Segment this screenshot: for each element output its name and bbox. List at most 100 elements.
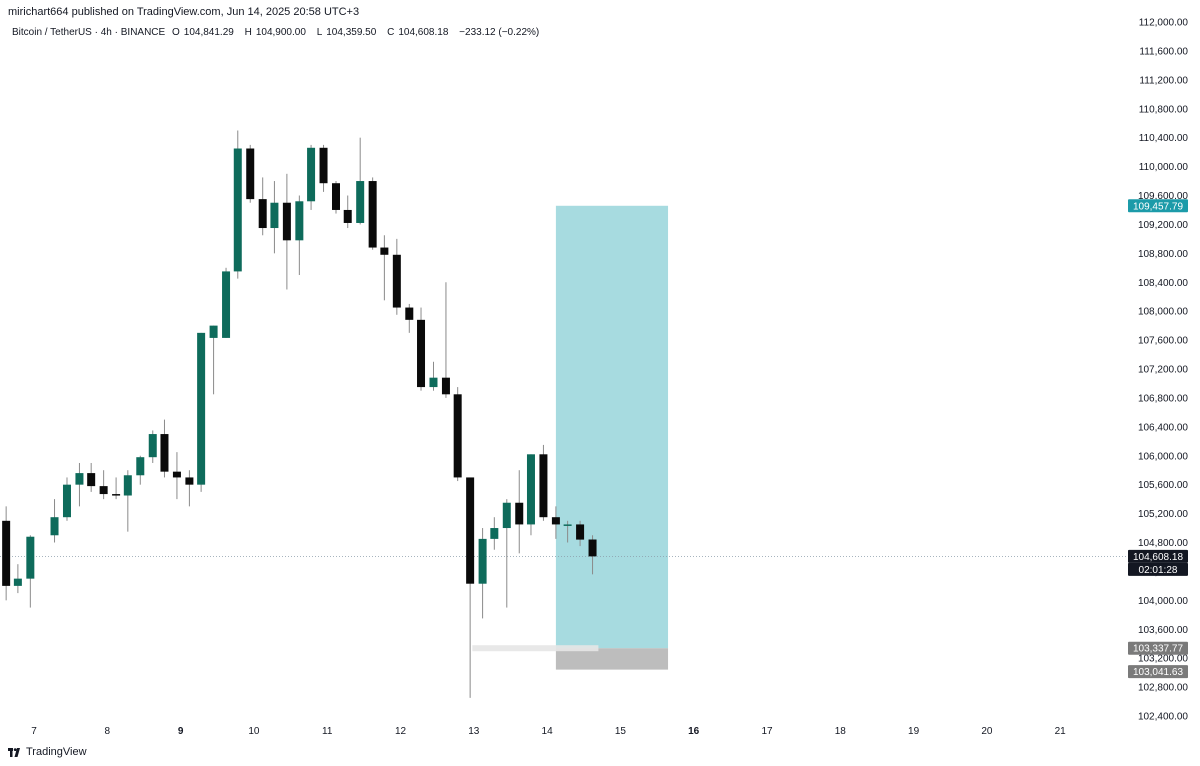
tradingview-brand[interactable]: TradingView [8, 746, 87, 758]
y-tick-label: 103,600.00 [1138, 625, 1188, 636]
candle-down[interactable] [515, 502, 524, 525]
x-tick-label: 20 [981, 726, 993, 737]
candle-down[interactable] [258, 199, 267, 229]
last-price-label-bg [1128, 549, 1188, 563]
target-price-label-bg [1128, 199, 1188, 213]
x-tick-label: 14 [542, 726, 554, 737]
candle-down[interactable] [246, 148, 255, 200]
x-tick-label: 13 [468, 726, 480, 737]
y-tick-label: 108,800.00 [1138, 249, 1188, 260]
candle-down[interactable] [282, 202, 291, 241]
candle-down[interactable] [2, 520, 11, 586]
y-tick-label: 110,800.00 [1139, 104, 1189, 115]
y-tick-label: 108,400.00 [1138, 278, 1188, 289]
y-tick-label: 102,400.00 [1138, 712, 1188, 723]
low-value: L 104,359.50 [316, 27, 377, 38]
countdown-label: 02:01:28 [1139, 565, 1178, 576]
entry-price-label: 103,337.77 [1133, 644, 1183, 655]
candle-down[interactable] [343, 209, 352, 223]
candle-up[interactable] [62, 484, 71, 518]
candle-down[interactable] [588, 539, 597, 557]
candle-up[interactable] [75, 473, 84, 485]
candle-up[interactable] [50, 517, 59, 536]
candle-down[interactable] [380, 247, 389, 255]
candle-up[interactable] [429, 377, 438, 388]
candle-up[interactable] [148, 434, 157, 458]
candle-down[interactable] [331, 183, 340, 210]
candle-down[interactable] [99, 486, 108, 495]
x-tick-label: 16 [688, 726, 700, 737]
candle-up[interactable] [197, 332, 206, 485]
candle-down[interactable] [112, 494, 121, 496]
open-value: O 104,841.29 [171, 27, 234, 38]
stop-price-label: 103,041.63 [1133, 667, 1183, 678]
x-tick-label: 21 [1055, 726, 1067, 737]
y-tick-label: 109,600.00 [1138, 191, 1188, 202]
close-value: C 104,608.18 [387, 27, 449, 38]
candle-up[interactable] [136, 457, 145, 476]
x-tick-label: 7 [31, 726, 37, 737]
high-value: H 104,900.00 [244, 27, 306, 38]
candle-up[interactable] [307, 147, 316, 202]
candle-down[interactable] [319, 147, 328, 184]
candle-up[interactable] [526, 454, 535, 525]
candle-up[interactable] [26, 536, 35, 579]
y-tick-label: 103,200.00 [1138, 654, 1188, 665]
entry-price-label-bg [1128, 641, 1188, 655]
x-tick-label: 8 [105, 726, 111, 737]
entry-range-bar [472, 645, 599, 652]
candle-up[interactable] [295, 201, 304, 241]
x-tick-label: 17 [761, 726, 773, 737]
y-tick-label: 107,200.00 [1138, 365, 1188, 376]
candle-down[interactable] [87, 473, 96, 487]
y-tick-label: 107,600.00 [1138, 336, 1188, 347]
candle-up[interactable] [222, 271, 231, 338]
change-value: −233.12 (−0.22%) [459, 27, 540, 38]
candle-up[interactable] [490, 528, 499, 539]
candle-down[interactable] [576, 524, 585, 540]
symbol-name[interactable]: Bitcoin / TetherUS · 4h · BINANCE [12, 27, 166, 38]
y-tick-label: 104,800.00 [1138, 538, 1188, 549]
y-tick-label: 111,200.00 [1139, 75, 1188, 86]
candle-down[interactable] [417, 319, 426, 388]
candle-up[interactable] [233, 148, 242, 272]
candle-down[interactable] [453, 394, 462, 478]
candle-up[interactable] [270, 202, 279, 229]
candle-down[interactable] [539, 454, 548, 518]
candle-down[interactable] [368, 181, 377, 248]
tradingview-logo-icon [8, 747, 20, 757]
candle-up[interactable] [209, 325, 218, 338]
y-tick-label: 105,200.00 [1138, 509, 1188, 520]
candle-down[interactable] [185, 477, 194, 485]
candle-down[interactable] [466, 477, 475, 584]
candle-down[interactable] [441, 377, 450, 395]
candle-up[interactable] [502, 502, 511, 529]
y-tick-label: 104,000.00 [1138, 596, 1188, 607]
candle-up[interactable] [123, 475, 132, 496]
y-tick-label: 112,000.00 [1139, 18, 1189, 29]
candle-up[interactable] [13, 578, 22, 586]
y-tick-label: 105,600.00 [1138, 480, 1188, 491]
symbol-legend: Bitcoin / TetherUS · 4h · BINANCE O 104,8… [12, 27, 543, 38]
candle-down[interactable] [405, 307, 414, 320]
candle-down[interactable] [160, 434, 169, 472]
candle-up[interactable] [356, 181, 365, 223]
candle-up[interactable] [478, 538, 487, 584]
projection-stop-zone[interactable] [555, 648, 669, 670]
high-label: H [244, 27, 252, 38]
y-tick-label: 111,600.00 [1139, 46, 1188, 57]
projection-target-zone[interactable] [555, 205, 669, 649]
y-tick-label: 102,800.00 [1138, 683, 1188, 694]
countdown-label-bg [1128, 562, 1188, 576]
y-tick-label: 108,000.00 [1138, 307, 1188, 318]
candle-down[interactable] [392, 254, 401, 308]
x-tick-label: 10 [248, 726, 260, 737]
candle-down[interactable] [172, 471, 181, 478]
candle-down[interactable] [551, 517, 560, 525]
target-price-label: 109,457.79 [1133, 201, 1183, 212]
x-tick-label: 15 [615, 726, 627, 737]
x-tick-label: 12 [395, 726, 407, 737]
last-price-label: 104,608.18 [1133, 552, 1183, 563]
candle-up[interactable] [563, 524, 572, 526]
